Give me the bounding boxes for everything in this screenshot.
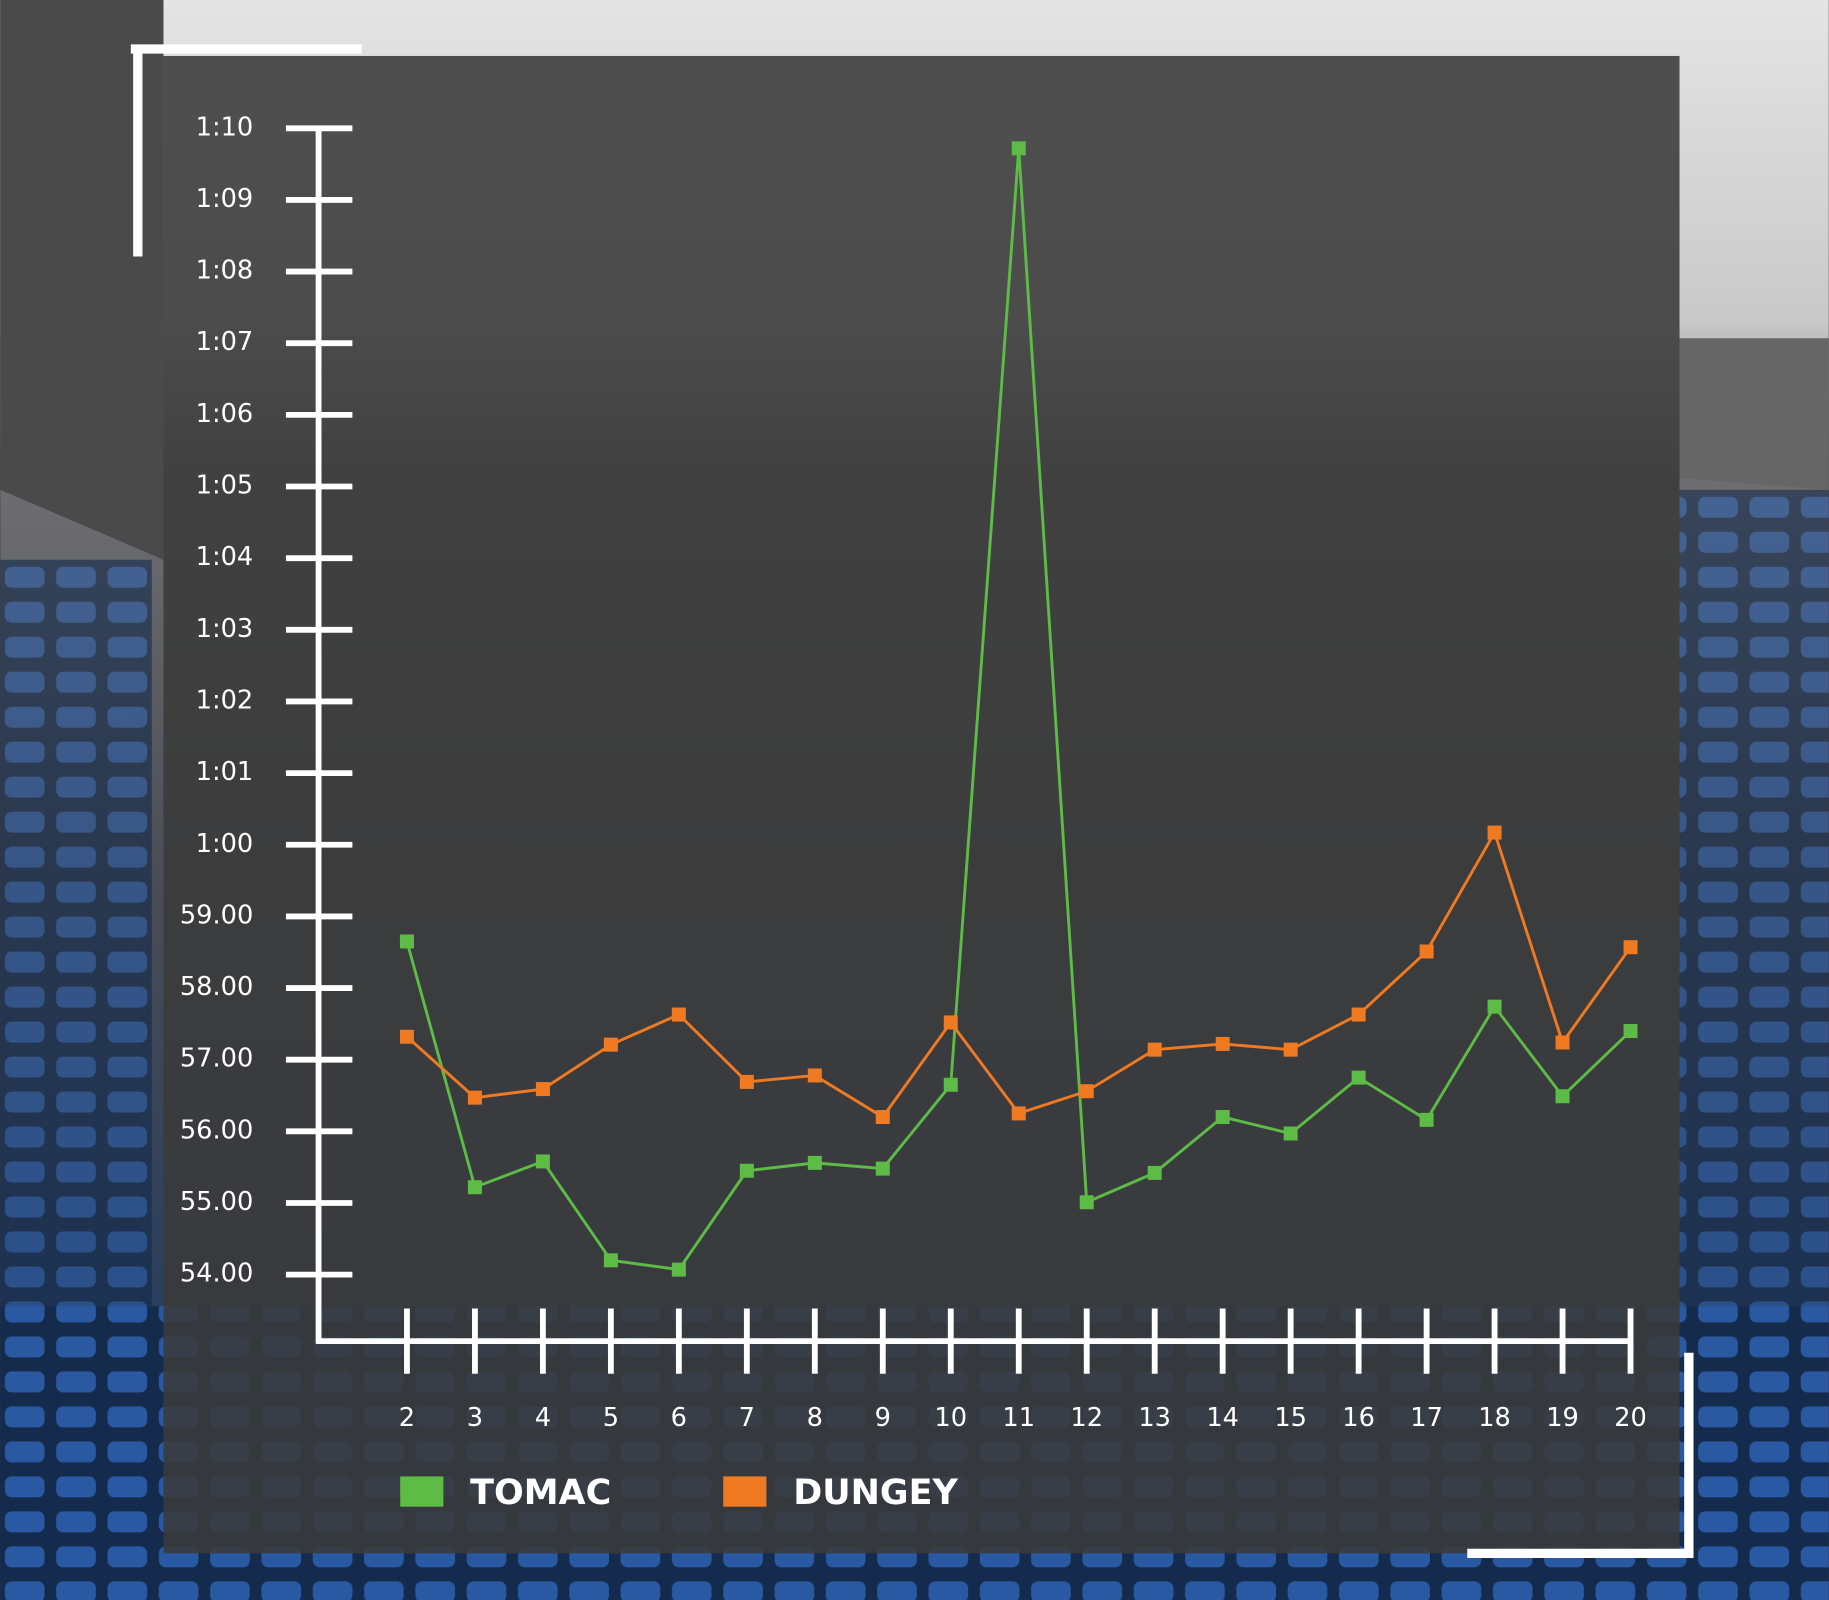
y-tick-label: 1:01 [196,757,254,787]
point [1283,1042,1298,1057]
point [739,1074,754,1089]
point [603,1253,618,1268]
point [1555,1035,1570,1050]
point [1283,1126,1298,1141]
y-tick-label: 1:00 [196,829,254,859]
y-tick-label: 1:08 [196,256,254,286]
point [1351,1007,1366,1022]
x-tick-label: 9 [875,1403,891,1433]
x-tick-label: 3 [467,1403,483,1433]
point [535,1154,550,1169]
point [1419,944,1434,959]
x-tick-label: 16 [1342,1403,1375,1433]
point [1487,999,1502,1014]
x-tick-label: 20 [1614,1403,1647,1433]
point [875,1110,890,1125]
x-tick-label: 11 [1002,1403,1035,1433]
x-tick-label: 10 [934,1403,967,1433]
point [1147,1165,1162,1180]
point [1215,1110,1230,1125]
point [535,1082,550,1097]
x-tick-label: 19 [1546,1403,1579,1433]
point [807,1155,822,1170]
x-tick-label: 14 [1206,1403,1239,1433]
x-tick-label: 2 [399,1403,415,1433]
legend-label: DUNGEY [793,1473,958,1513]
point [943,1077,958,1092]
point [467,1180,482,1195]
point [1147,1042,1162,1057]
x-tick-label: 6 [671,1403,687,1433]
y-tick-label: 56.00 [180,1115,253,1145]
x-tick-label: 12 [1070,1403,1103,1433]
y-tick-label: 1:03 [196,614,254,644]
x-tick-label: 7 [739,1403,755,1433]
x-tick-label: 17 [1410,1403,1443,1433]
point [739,1163,754,1178]
point [467,1090,482,1105]
legend-swatch [400,1476,444,1507]
point [875,1161,890,1176]
point [1419,1112,1434,1127]
point [1011,1106,1026,1121]
point [1555,1089,1570,1104]
x-tick-label: 4 [535,1403,551,1433]
x-tick-label: 15 [1274,1403,1307,1433]
legend: TOMAC DUNGEY [400,1473,958,1513]
point [943,1015,958,1030]
x-tick-label: 8 [807,1403,823,1433]
legend-label: TOMAC [470,1473,611,1513]
point [1011,141,1026,156]
point [1487,825,1502,840]
y-tick-label: 54.00 [180,1259,253,1289]
x-tick-label: 13 [1138,1403,1171,1433]
x-tick-label: 18 [1478,1403,1511,1433]
y-tick-label: 59.00 [180,900,253,930]
axes: 54.00 55.00 56.00 57.00 58.00 59.00 1:00 1:01 1:… [180,112,1647,1433]
point [1215,1036,1230,1051]
point [671,1007,686,1022]
point [1079,1195,1094,1210]
y-tick-label: 1:05 [196,471,254,501]
y-tick-label: 1:06 [196,399,254,429]
point [399,1029,414,1044]
y-tick-label: 1:04 [196,542,254,572]
y-tick-label: 1:10 [196,112,254,142]
legend-swatch [723,1476,767,1507]
point [399,934,414,949]
y-tick-label: 57.00 [180,1044,253,1074]
x-tick-label: 5 [603,1403,619,1433]
point [1079,1084,1094,1099]
y-tick-label: 1:09 [196,184,254,214]
y-tick-label: 58.00 [180,972,253,1002]
y-tick-label: 1:07 [196,327,254,357]
plot [399,141,1638,1277]
point [603,1037,618,1052]
point [807,1068,822,1083]
y-tick-label: 55.00 [180,1187,253,1217]
point [1351,1070,1366,1085]
y-tick-label: 1:02 [196,685,254,715]
point [671,1262,686,1277]
point [1623,1024,1638,1039]
point [1623,940,1638,955]
